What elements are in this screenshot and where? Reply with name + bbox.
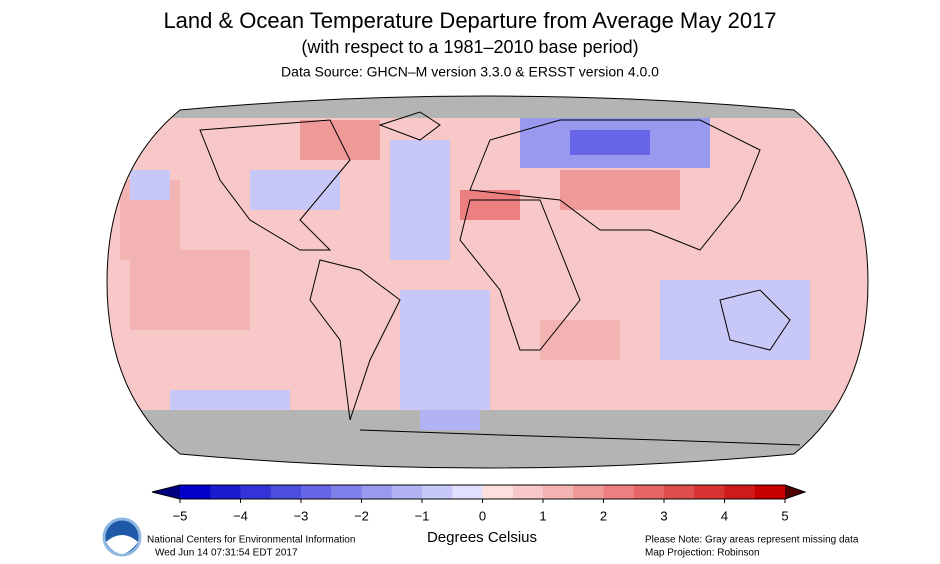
colorbar-segment bbox=[512, 485, 544, 499]
title: Land & Ocean Temperature Departure from … bbox=[163, 8, 776, 33]
tick-label: −4 bbox=[233, 508, 248, 523]
colorbar-segment bbox=[724, 485, 756, 499]
colorbar-over bbox=[785, 485, 805, 499]
tick-label: −2 bbox=[354, 508, 369, 523]
colorbar-segment bbox=[664, 485, 695, 499]
colorbar: −5 −4 −3 −2 −1 0 1 2 3 4 5 bbox=[151, 484, 807, 523]
colorbar-segment bbox=[210, 485, 241, 499]
colorbar-segment bbox=[603, 485, 635, 499]
tick-label: 0 bbox=[479, 508, 486, 523]
subtitle: (with respect to a 1981–2010 base period… bbox=[301, 37, 638, 57]
footer-note: Please Note: Gray areas represent missin… bbox=[645, 535, 859, 546]
tick-label: −3 bbox=[294, 508, 309, 523]
colorbar-segment bbox=[694, 485, 725, 499]
colorbar-segment bbox=[573, 485, 604, 499]
tick-label: −1 bbox=[415, 508, 430, 523]
colorbar-segment bbox=[482, 485, 514, 499]
tick-label: −5 bbox=[173, 508, 188, 523]
colorbar-segment bbox=[270, 485, 302, 499]
map-outline bbox=[106, 95, 869, 469]
footer-projection: Map Projection: Robinson bbox=[645, 548, 760, 559]
colorbar-segment bbox=[754, 485, 786, 499]
tick-label: 2 bbox=[600, 508, 607, 523]
tick-label: 3 bbox=[660, 508, 667, 523]
colorbar-segment bbox=[391, 485, 423, 499]
colorbar-segment bbox=[240, 485, 272, 499]
tick-label: 1 bbox=[539, 508, 546, 523]
colorbar-segment bbox=[422, 485, 453, 499]
map bbox=[107, 96, 868, 468]
source: Data Source: GHCN–M version 3.3.0 & ERSS… bbox=[281, 64, 659, 80]
colorbar-segment bbox=[180, 485, 211, 499]
colorbar-segment bbox=[543, 485, 574, 499]
footer-date: Wed Jun 14 07:31:54 EDT 2017 bbox=[155, 548, 298, 559]
noaa-logo bbox=[102, 517, 142, 557]
tick-label: 5 bbox=[781, 508, 788, 523]
colorbar-label: Degrees Celsius bbox=[427, 529, 537, 546]
colorbar-under bbox=[152, 485, 180, 499]
footer-org: National Centers for Environmental Infor… bbox=[147, 535, 355, 546]
tick-label: 4 bbox=[721, 508, 728, 523]
colorbar-segment bbox=[633, 485, 665, 499]
colorbar-segment bbox=[452, 485, 483, 499]
colorbar-segment bbox=[331, 485, 362, 499]
colorbar-segment bbox=[301, 485, 332, 499]
colorbar-segment bbox=[361, 485, 393, 499]
